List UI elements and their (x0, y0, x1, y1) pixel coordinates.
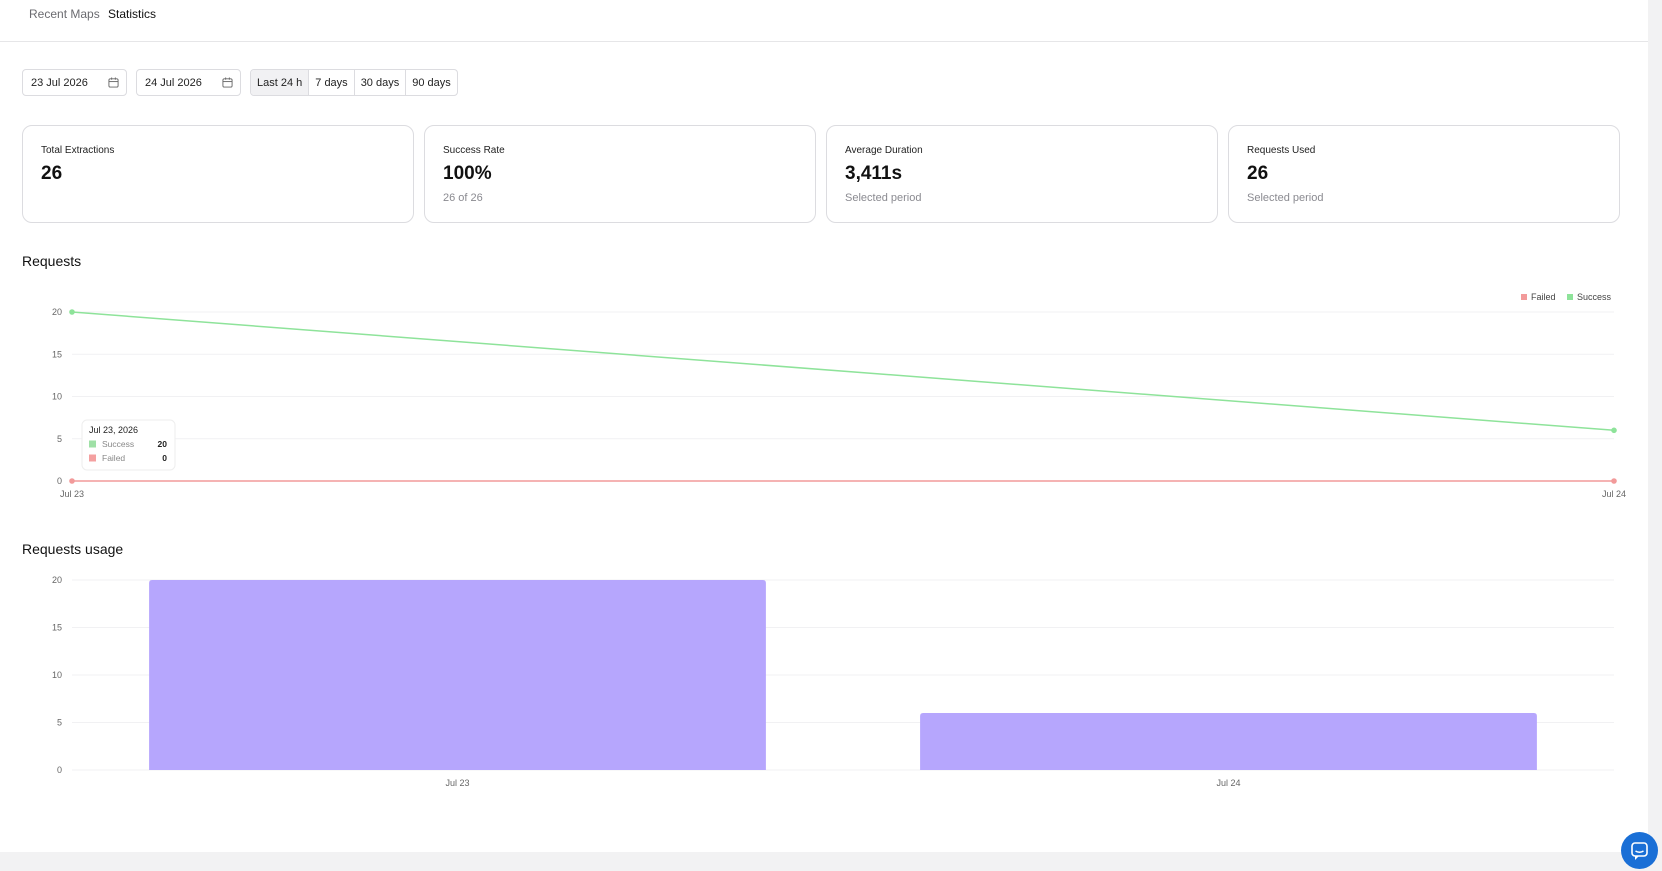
tooltip-value-failed: 0 (162, 453, 167, 463)
y-tick-label: 0 (57, 765, 62, 775)
end-date-value: 24 Jul 2026 (145, 77, 202, 89)
data-point-success (1611, 427, 1617, 434)
stat-value: 26 (41, 163, 63, 184)
x-tick-label: Jul 23 (60, 489, 84, 499)
stat-title: Success Rate (443, 145, 505, 156)
tooltip-box (81, 419, 176, 471)
start-date-input[interactable]: 23 Jul 2026 (22, 69, 127, 96)
range-90-days[interactable]: 90 days (412, 77, 451, 89)
stat-card-average-duration: Average Duration 3,411s Selected period (826, 125, 1218, 223)
y-tick-label: 5 (57, 718, 62, 728)
legend-swatch-failed (1521, 294, 1527, 300)
stat-subtext: 26 of 26 (443, 192, 483, 204)
requests-chart-title: Requests (22, 253, 82, 269)
stat-card-success-rate: Success Rate 100% 26 of 26 (424, 125, 816, 223)
requests-usage-bar-chart: 0 5 10 15 20 Jul 23 Jul 24 (52, 575, 1614, 788)
y-tick-label: 5 (57, 434, 62, 444)
range-7-days[interactable]: 7 days (309, 70, 355, 95)
tooltip-date: Jul 23, 2026 (89, 425, 138, 435)
y-tick-label: 10 (52, 392, 62, 402)
stat-value: 26 (1247, 163, 1269, 184)
y-tick-label: 20 (52, 307, 62, 317)
y-tick-label: 15 (52, 349, 62, 359)
start-date-value: 23 Jul 2026 (31, 77, 88, 89)
page-scrollbar[interactable] (1648, 0, 1662, 871)
data-point-failed (69, 478, 75, 484)
x-tick-label: Jul 24 (1216, 778, 1240, 788)
tooltip-value-success: 20 (158, 439, 168, 449)
top-navigation: Recent Maps Statistics (0, 0, 1648, 42)
range-last-24h[interactable]: Last 24 h (251, 70, 310, 95)
y-tick-label: 0 (57, 476, 62, 486)
statistics-page: Recent Maps Statistics 23 Jul 2026 24 Ju… (0, 0, 1648, 852)
tooltip-label-failed: Failed (102, 453, 125, 463)
data-point-failed (1611, 478, 1617, 484)
stat-card-requests-used: Requests Used 26 Selected period (1228, 125, 1620, 223)
usage-chart-title: Requests usage (22, 541, 124, 557)
chart-tooltip: Jul 23, 2026 Success 20 Failed 0 (81, 419, 176, 471)
stat-card-total-extractions: Total Extractions 26 (22, 125, 414, 223)
calendar-icon[interactable] (108, 77, 119, 88)
stat-value: 3,411s (845, 163, 903, 184)
series-line-success (71, 311, 1615, 432)
chat-button[interactable] (1621, 832, 1658, 869)
x-tick-label: Jul 23 (445, 778, 469, 788)
stat-subtext: Selected period (845, 192, 922, 204)
stat-title: Average Duration (845, 145, 923, 156)
usage-bar (920, 713, 1537, 770)
x-tick-label: Jul 24 (1602, 489, 1626, 499)
end-date-input[interactable]: 24 Jul 2026 (136, 69, 241, 96)
legend-label-success: Success (1577, 292, 1612, 302)
usage-bar (149, 580, 766, 770)
chat-bubble-icon (1631, 842, 1648, 860)
tooltip-label-success: Success (102, 439, 134, 449)
tab-recent-maps[interactable]: Recent Maps (29, 7, 100, 21)
tooltip-swatch-success (89, 440, 96, 448)
range-selector: Last 24 h 7 days 30 days 90 days (250, 69, 458, 96)
stat-subtext: Selected period (1247, 192, 1324, 204)
y-tick-label: 20 (52, 575, 62, 585)
y-tick-label: 10 (52, 670, 62, 680)
calendar-icon[interactable] (222, 77, 233, 88)
range-30-days[interactable]: 30 days (355, 70, 407, 95)
stat-value: 100% (443, 163, 492, 184)
data-point-success (69, 309, 75, 315)
tab-statistics[interactable]: Statistics (108, 7, 157, 21)
legend-label-failed: Failed (1531, 292, 1556, 302)
tooltip-swatch-failed (89, 454, 96, 462)
legend-swatch-success (1567, 294, 1573, 300)
y-tick-label: 15 (52, 623, 62, 633)
stat-title: Total Extractions (41, 145, 115, 156)
stat-title: Requests Used (1247, 145, 1316, 156)
